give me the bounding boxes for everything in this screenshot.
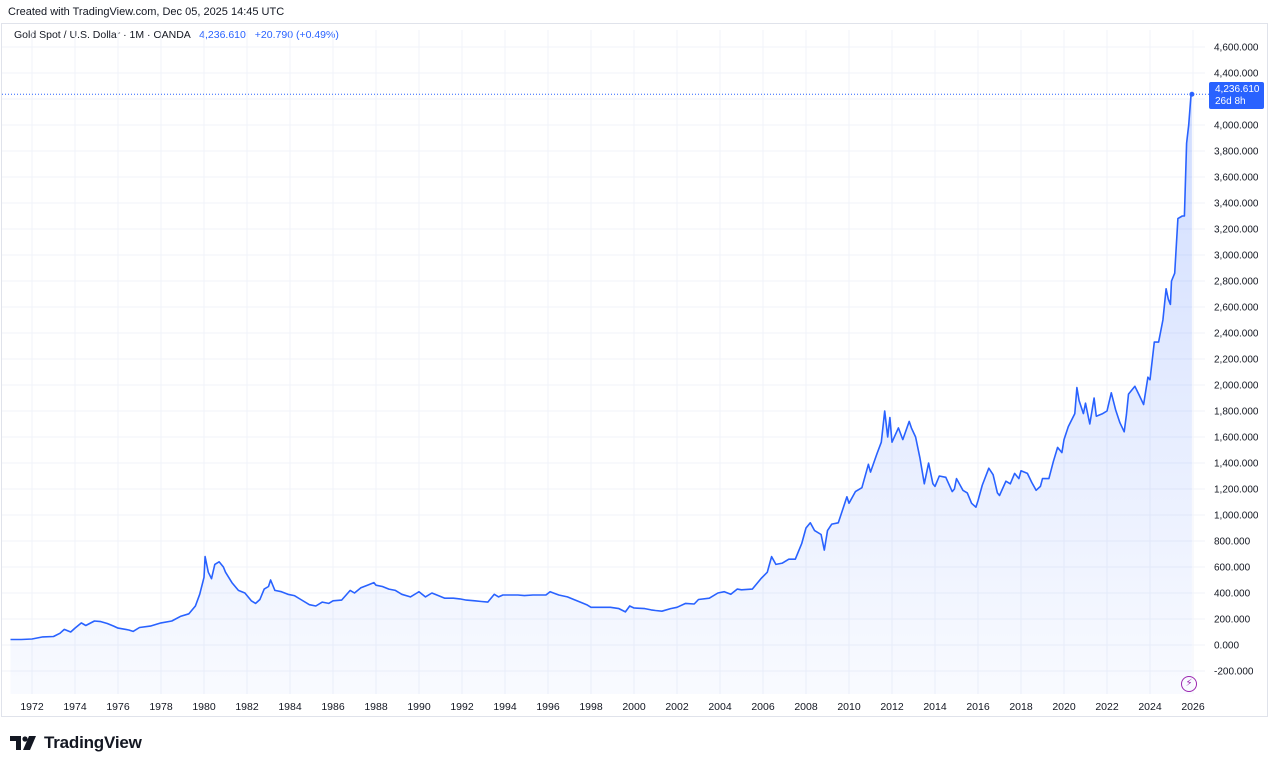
x-tick-label: 2006 — [751, 701, 775, 713]
y-tick-label: 1,400.000 — [1214, 459, 1259, 470]
y-tick-label: 3,600.000 — [1214, 173, 1259, 184]
x-tick-label: 2008 — [794, 701, 818, 713]
x-tick-label: 2016 — [966, 701, 990, 713]
x-tick-label: 1994 — [493, 701, 517, 713]
y-tick-label: 600.000 — [1214, 563, 1251, 574]
y-tick-label: 2,400.000 — [1214, 329, 1259, 340]
x-tick-label: 1992 — [450, 701, 474, 713]
x-tick-label: 2012 — [880, 701, 904, 713]
y-tick-label: 3,200.000 — [1214, 225, 1259, 236]
bar-countdown-label: 26d 8h — [1215, 96, 1246, 107]
x-tick-label: 1988 — [364, 701, 388, 713]
price-area-fill — [10, 94, 1192, 694]
y-tick-label: 400.000 — [1214, 589, 1251, 600]
symbol-legend[interactable]: Gold Spot / U.S. Dollar · 1M · OANDA 4,2… — [14, 29, 339, 41]
y-tick-label: 800.000 — [1214, 537, 1251, 548]
x-tick-label: 1978 — [149, 701, 173, 713]
y-tick-label: 3,400.000 — [1214, 199, 1259, 210]
x-tick-label: 2014 — [923, 701, 947, 713]
x-tick-label: 1984 — [278, 701, 302, 713]
x-tick-label: 1972 — [20, 701, 44, 713]
price-change: +20.790 (+0.49%) — [254, 29, 339, 41]
x-tick-label: 1996 — [536, 701, 560, 713]
x-tick-label: 2024 — [1138, 701, 1162, 713]
price-line[interactable] — [10, 93, 1193, 641]
y-tick-label: 3,000.000 — [1214, 251, 1259, 262]
y-tick-label: 1,600.000 — [1214, 433, 1259, 444]
y-tick-label: 3,800.000 — [1214, 147, 1259, 158]
y-tick-label: 1,800.000 — [1214, 407, 1259, 418]
chart-panel — [1, 23, 1268, 717]
lightning-icon[interactable]: ⚡ — [1181, 676, 1197, 692]
current-price-label: 4,236.610 — [1215, 84, 1260, 95]
x-tick-label: 1986 — [321, 701, 345, 713]
last-point-marker — [1189, 91, 1195, 97]
x-tick-label: 1982 — [235, 701, 259, 713]
y-tick-label: 200.000 — [1214, 615, 1251, 626]
x-tick-label: 2022 — [1095, 701, 1119, 713]
y-tick-label: -200.000 — [1214, 667, 1254, 678]
y-tick-label: 2,000.000 — [1214, 381, 1259, 392]
chart-credit: Created with TradingView.com, Dec 05, 20… — [8, 6, 285, 18]
x-tick-label: 1980 — [192, 701, 216, 713]
last-value: 4,236.610 — [199, 29, 246, 41]
y-tick-label: 2,800.000 — [1214, 277, 1259, 288]
x-tick-label: 1974 — [63, 701, 87, 713]
x-tick-label: 2020 — [1052, 701, 1076, 713]
x-tick-label: 1990 — [407, 701, 431, 713]
x-tick-label: 2018 — [1009, 701, 1033, 713]
y-tick-label: 4,400.000 — [1214, 69, 1259, 80]
current-price-badge: 4,236.610 26d 8h — [1209, 82, 1264, 109]
x-tick-label: 1976 — [106, 701, 130, 713]
y-tick-label: 4,600.000 — [1214, 43, 1259, 54]
y-tick-label: 0.000 — [1214, 641, 1239, 652]
y-tick-label: 2,200.000 — [1214, 355, 1259, 366]
x-tick-label: 2004 — [708, 701, 732, 713]
y-tick-label: 1,000.000 — [1214, 511, 1259, 522]
symbol-title[interactable]: Gold Spot / U.S. Dollar · 1M · OANDA — [14, 29, 191, 41]
tradingview-logo-icon — [10, 736, 36, 750]
y-tick-label: 2,600.000 — [1214, 303, 1259, 314]
tradingview-logo[interactable]: TradingView — [10, 733, 142, 753]
y-tick-label: 1,200.000 — [1214, 485, 1259, 496]
brand-name: TradingView — [44, 733, 142, 752]
x-tick-label: 2002 — [665, 701, 689, 713]
x-tick-label: 1998 — [579, 701, 603, 713]
y-tick-label: 4,000.000 — [1214, 121, 1259, 132]
x-tick-label: 2000 — [622, 701, 646, 713]
x-tick-label: 2026 — [1181, 701, 1205, 713]
x-tick-label: 2010 — [837, 701, 861, 713]
